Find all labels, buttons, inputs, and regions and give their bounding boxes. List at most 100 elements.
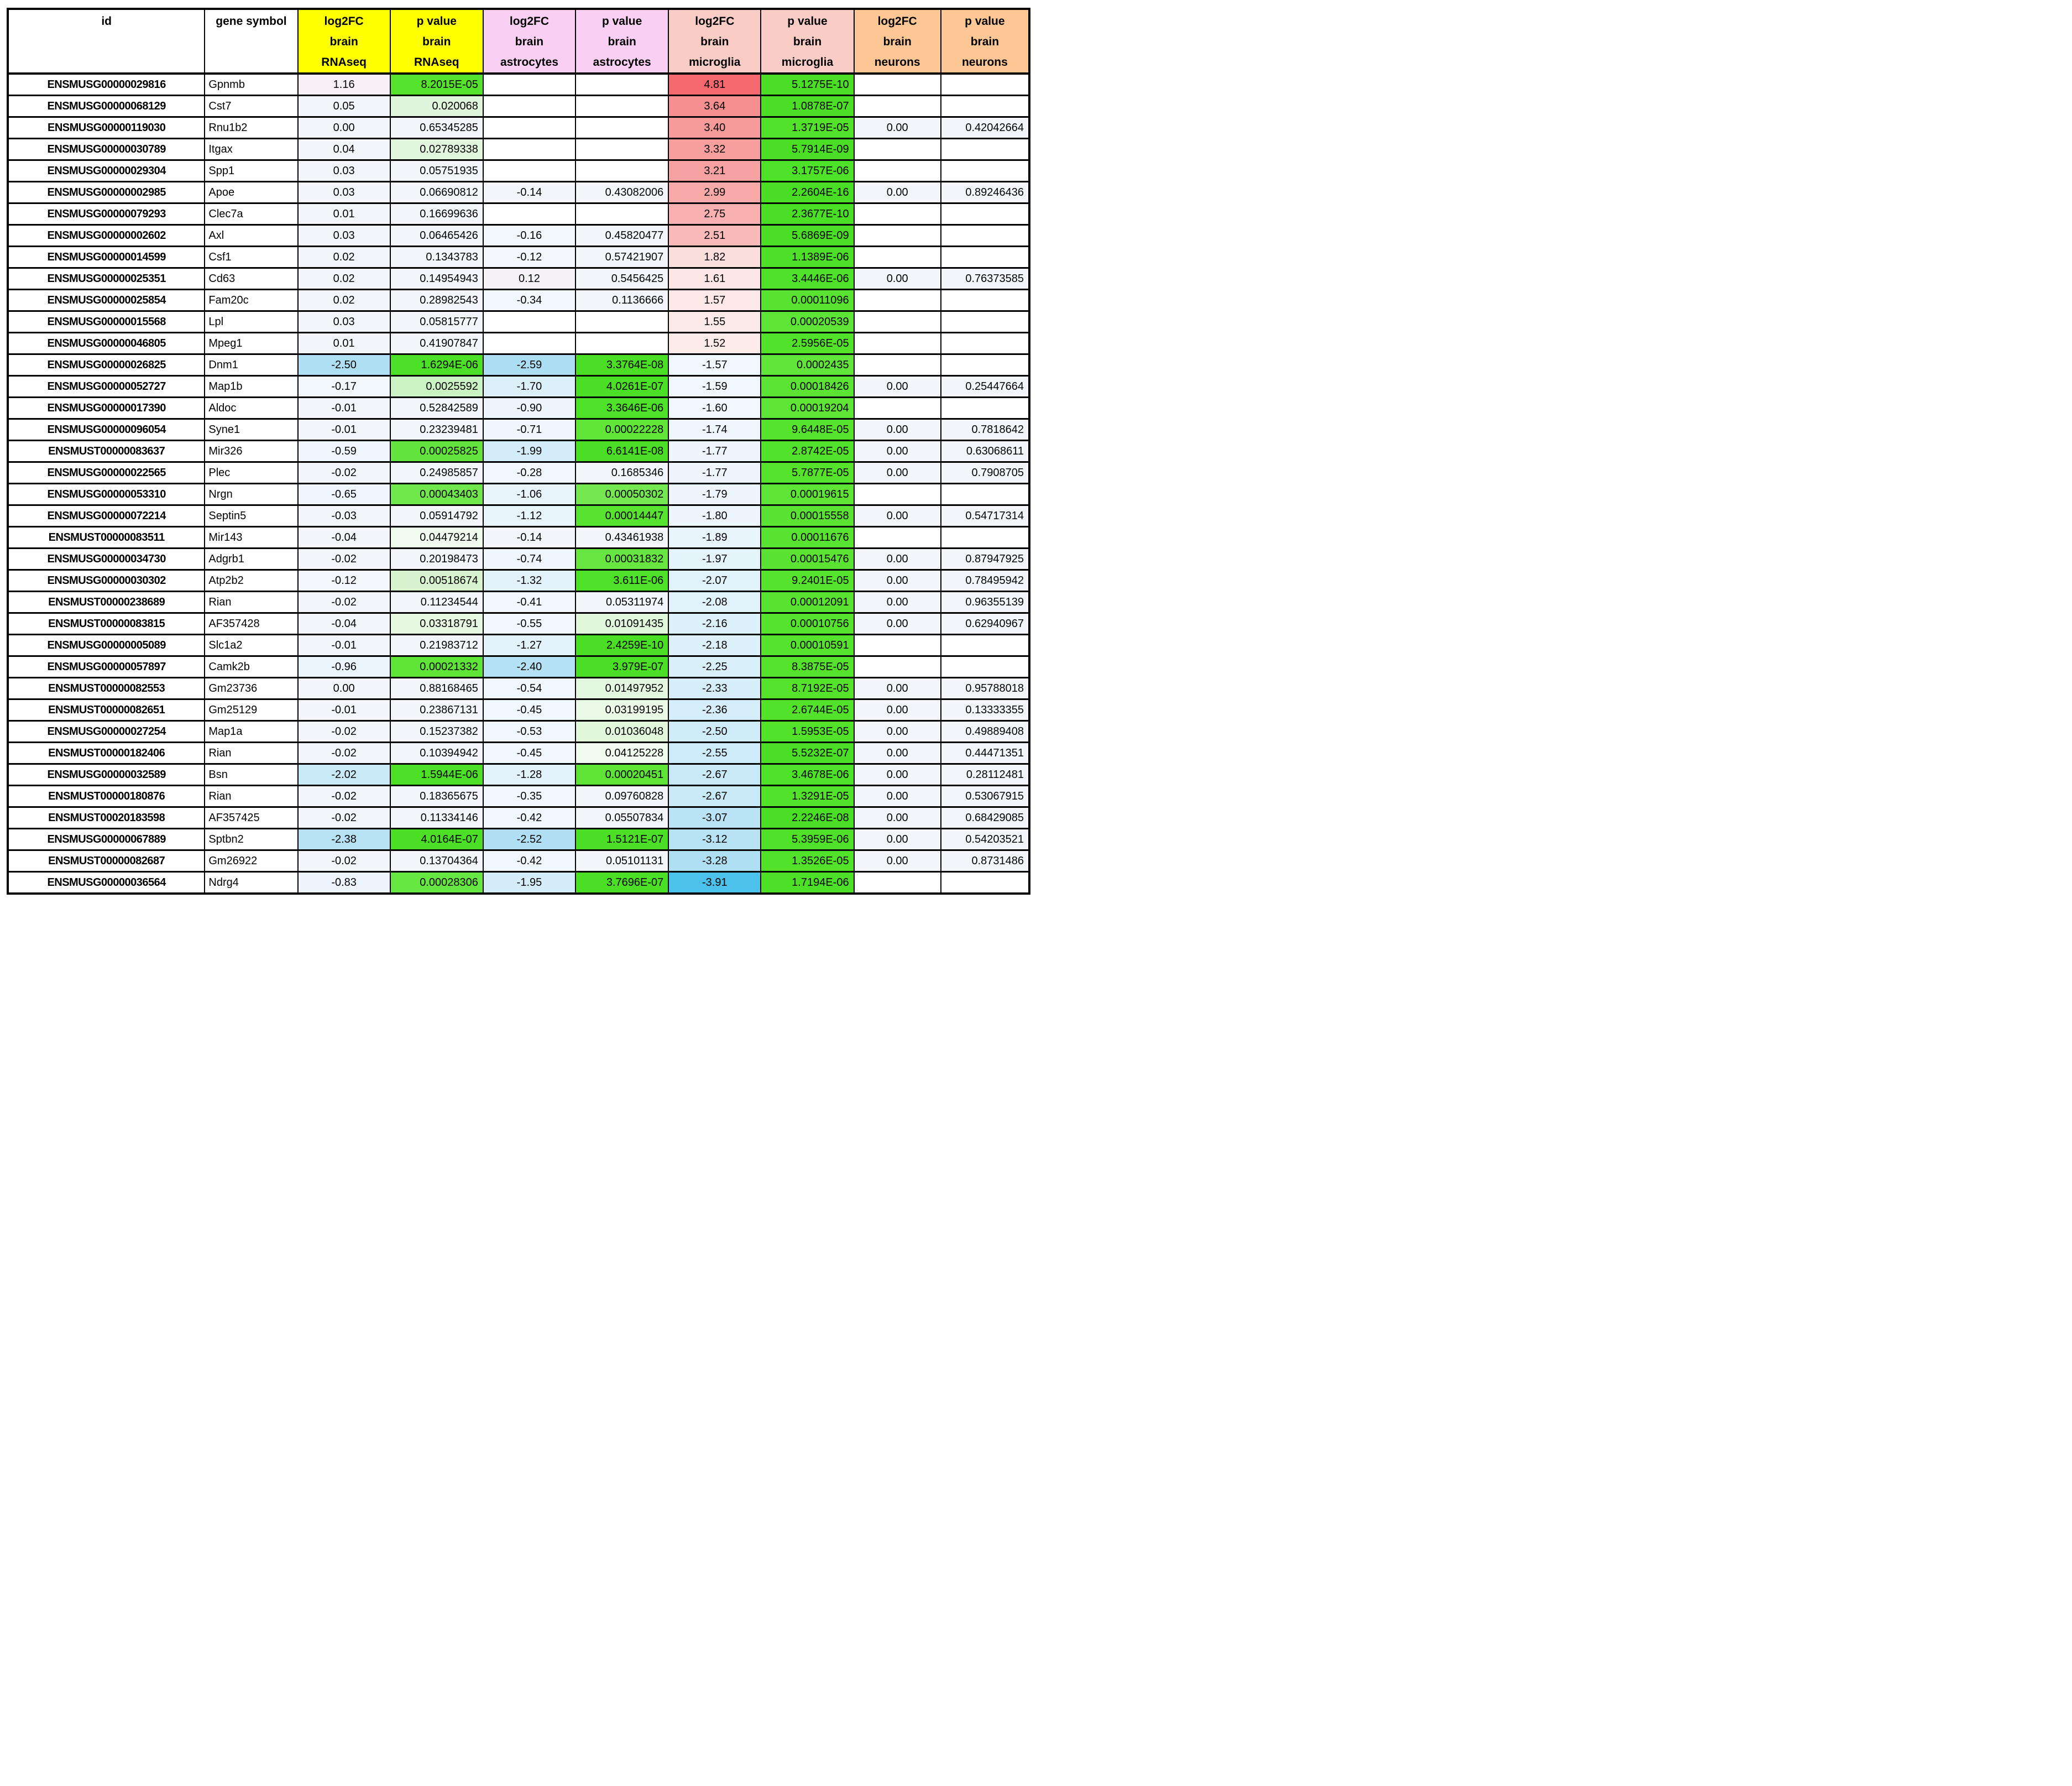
cell-id[interactable]: ENSMUSG00000096054 [7,418,206,441]
cell-pvalue-brain-neurons[interactable]: 0.78495942 [940,569,1030,592]
cell-pvalue-brain-astrocytes[interactable]: 3.979E-07 [575,655,669,678]
cell-log2fc-brain-rnaseq[interactable]: -2.02 [297,763,391,786]
cell-pvalue-brain-microglia[interactable]: 8.3875E-05 [760,655,855,678]
cell-gene-symbol[interactable]: Bsn [204,763,299,786]
cell-pvalue-brain-rnaseq[interactable]: 0.20198473 [389,547,484,571]
cell-pvalue-brain-neurons[interactable] [940,396,1030,420]
cell-gene-symbol[interactable]: Nrgn [204,483,299,506]
cell-pvalue-brain-microglia[interactable]: 0.00015476 [760,547,855,571]
cell-log2fc-brain-astrocytes[interactable] [482,310,577,333]
cell-log2fc-brain-astrocytes[interactable] [482,202,577,226]
cell-log2fc-brain-neurons[interactable]: 0.00 [853,849,941,873]
cell-log2fc-brain-neurons[interactable] [853,224,941,247]
cell-log2fc-brain-neurons[interactable]: 0.00 [853,677,941,700]
cell-log2fc-brain-neurons[interactable] [853,634,941,657]
cell-pvalue-brain-microglia[interactable]: 0.00019204 [760,396,855,420]
cell-pvalue-brain-neurons[interactable] [940,138,1030,161]
cell-log2fc-brain-microglia[interactable]: 1.55 [668,310,762,333]
cell-log2fc-brain-microglia[interactable]: -1.80 [668,504,762,528]
cell-pvalue-brain-neurons[interactable]: 0.49889408 [940,720,1030,743]
cell-pvalue-brain-microglia[interactable]: 5.3959E-06 [760,828,855,851]
cell-log2fc-brain-rnaseq[interactable]: -0.17 [297,375,391,398]
cell-log2fc-brain-microglia[interactable]: 1.57 [668,289,762,312]
cell-id[interactable]: ENSMUSG00000026825 [7,353,206,377]
cell-gene-symbol[interactable]: Cst7 [204,95,299,118]
cell-pvalue-brain-neurons[interactable]: 0.28112481 [940,763,1030,786]
cell-log2fc-brain-astrocytes[interactable]: -1.28 [482,763,577,786]
cell-id[interactable]: ENSMUSG00000079293 [7,202,206,226]
cell-pvalue-brain-neurons[interactable]: 0.89246436 [940,181,1030,204]
cell-pvalue-brain-rnaseq[interactable]: 0.41907847 [389,332,484,355]
cell-pvalue-brain-rnaseq[interactable]: 0.15237382 [389,720,484,743]
cell-log2fc-brain-rnaseq[interactable]: 0.01 [297,202,391,226]
cell-gene-symbol[interactable]: Slc1a2 [204,634,299,657]
cell-pvalue-brain-astrocytes[interactable]: 0.01497952 [575,677,669,700]
cell-log2fc-brain-neurons[interactable]: 0.00 [853,504,941,528]
cell-pvalue-brain-neurons[interactable] [940,202,1030,226]
cell-pvalue-brain-rnaseq[interactable]: 0.14954943 [389,267,484,290]
cell-pvalue-brain-astrocytes[interactable] [575,159,669,182]
cell-pvalue-brain-neurons[interactable]: 0.44471351 [940,741,1030,765]
cell-log2fc-brain-astrocytes[interactable]: -0.14 [482,526,577,549]
cell-pvalue-brain-neurons[interactable]: 0.54717314 [940,504,1030,528]
cell-pvalue-brain-microglia[interactable]: 1.3719E-05 [760,116,855,139]
cell-id[interactable]: ENSMUSG00000015568 [7,310,206,333]
cell-log2fc-brain-microglia[interactable]: 3.21 [668,159,762,182]
cell-id[interactable]: ENSMUSG00000002985 [7,181,206,204]
cell-pvalue-brain-astrocytes[interactable]: 0.04125228 [575,741,669,765]
cell-pvalue-brain-astrocytes[interactable]: 0.1685346 [575,461,669,484]
cell-log2fc-brain-astrocytes[interactable]: -1.06 [482,483,577,506]
cell-pvalue-brain-astrocytes[interactable]: 0.09760828 [575,785,669,808]
cell-pvalue-brain-neurons[interactable]: 0.87947925 [940,547,1030,571]
cell-pvalue-brain-rnaseq[interactable]: 0.88168465 [389,677,484,700]
cell-pvalue-brain-rnaseq[interactable]: 0.18365675 [389,785,484,808]
cell-log2fc-brain-microglia[interactable]: -2.67 [668,785,762,808]
cell-id[interactable]: ENSMUSG00000053310 [7,483,206,506]
cell-pvalue-brain-astrocytes[interactable]: 3.611E-06 [575,569,669,592]
cell-log2fc-brain-rnaseq[interactable]: 0.04 [297,138,391,161]
cell-pvalue-brain-microglia[interactable]: 9.2401E-05 [760,569,855,592]
cell-pvalue-brain-neurons[interactable] [940,871,1030,895]
cell-pvalue-brain-microglia[interactable]: 1.0878E-07 [760,95,855,118]
cell-id[interactable]: ENSMUSG00000068129 [7,95,206,118]
cell-log2fc-brain-rnaseq[interactable]: -0.12 [297,569,391,592]
cell-id[interactable]: ENSMUSG00000034730 [7,547,206,571]
cell-log2fc-brain-microglia[interactable]: -1.89 [668,526,762,549]
cell-gene-symbol[interactable]: AF357428 [204,612,299,635]
cell-pvalue-brain-astrocytes[interactable]: 2.4259E-10 [575,634,669,657]
cell-pvalue-brain-neurons[interactable] [940,159,1030,182]
cell-id[interactable]: ENSMUST00000082553 [7,677,206,700]
cell-pvalue-brain-astrocytes[interactable] [575,332,669,355]
cell-gene-symbol[interactable]: Mpeg1 [204,332,299,355]
cell-log2fc-brain-microglia[interactable]: -1.97 [668,547,762,571]
cell-log2fc-brain-neurons[interactable]: 0.00 [853,547,941,571]
cell-log2fc-brain-rnaseq[interactable]: -0.02 [297,547,391,571]
cell-pvalue-brain-astrocytes[interactable]: 0.00014447 [575,504,669,528]
cell-pvalue-brain-microglia[interactable]: 0.00011096 [760,289,855,312]
cell-pvalue-brain-microglia[interactable]: 8.7192E-05 [760,677,855,700]
cell-pvalue-brain-microglia[interactable]: 0.00010591 [760,634,855,657]
cell-pvalue-brain-astrocytes[interactable]: 0.01036048 [575,720,669,743]
cell-id[interactable]: ENSMUSG00000025854 [7,289,206,312]
cell-log2fc-brain-astrocytes[interactable]: -0.45 [482,741,577,765]
cell-log2fc-brain-microglia[interactable]: -1.77 [668,440,762,463]
cell-id[interactable]: ENSMUSG00000052727 [7,375,206,398]
cell-log2fc-brain-astrocytes[interactable] [482,72,577,96]
cell-log2fc-brain-astrocytes[interactable] [482,159,577,182]
header-log2fc-brain-microglia[interactable]: log2FC brain microglia [668,8,762,75]
cell-pvalue-brain-rnaseq[interactable]: 0.28982543 [389,289,484,312]
cell-gene-symbol[interactable]: Map1a [204,720,299,743]
cell-pvalue-brain-neurons[interactable] [940,332,1030,355]
cell-pvalue-brain-astrocytes[interactable]: 3.7696E-07 [575,871,669,895]
cell-gene-symbol[interactable]: Apoe [204,181,299,204]
cell-gene-symbol[interactable]: Septin5 [204,504,299,528]
cell-log2fc-brain-astrocytes[interactable]: -0.42 [482,806,577,829]
cell-gene-symbol[interactable]: Dnm1 [204,353,299,377]
cell-pvalue-brain-astrocytes[interactable]: 0.43461938 [575,526,669,549]
cell-log2fc-brain-rnaseq[interactable]: -0.02 [297,806,391,829]
cell-pvalue-brain-astrocytes[interactable]: 0.1136666 [575,289,669,312]
cell-log2fc-brain-neurons[interactable]: 0.00 [853,461,941,484]
cell-log2fc-brain-neurons[interactable]: 0.00 [853,763,941,786]
cell-log2fc-brain-microglia[interactable]: -1.74 [668,418,762,441]
header-log2fc-brain-neurons[interactable]: log2FC brain neurons [853,8,941,75]
